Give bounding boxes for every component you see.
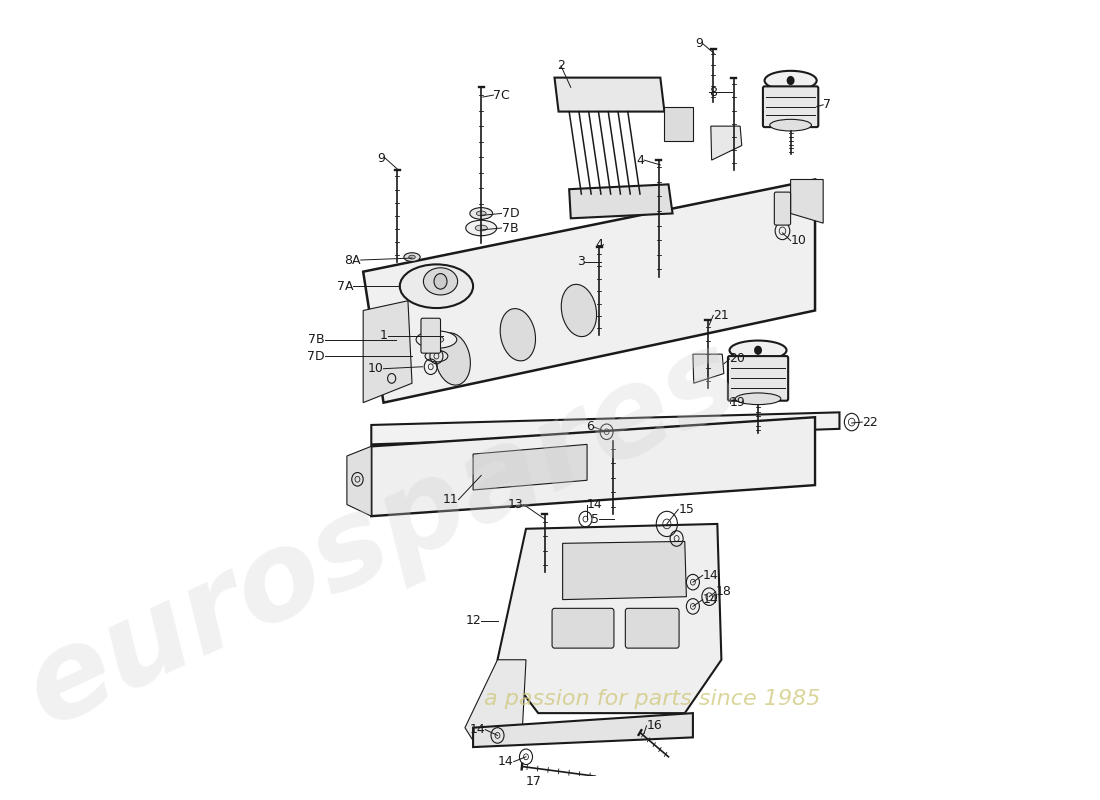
Text: 14: 14 <box>587 498 603 511</box>
Polygon shape <box>363 301 412 402</box>
Text: 9: 9 <box>377 152 385 165</box>
Ellipse shape <box>404 253 420 262</box>
Ellipse shape <box>416 331 456 348</box>
Text: 9: 9 <box>695 37 703 50</box>
Polygon shape <box>346 446 372 516</box>
Ellipse shape <box>764 71 816 90</box>
Text: 7B: 7B <box>502 222 518 234</box>
Text: 18: 18 <box>716 586 732 598</box>
Ellipse shape <box>475 225 487 231</box>
Ellipse shape <box>470 208 493 219</box>
Polygon shape <box>664 106 693 141</box>
Polygon shape <box>791 179 823 223</box>
Ellipse shape <box>465 220 497 236</box>
Text: 12: 12 <box>465 614 481 627</box>
Text: 20: 20 <box>729 353 746 366</box>
Text: 2: 2 <box>557 59 565 73</box>
FancyBboxPatch shape <box>421 318 440 353</box>
Text: 10: 10 <box>791 234 806 247</box>
Ellipse shape <box>500 309 536 361</box>
Text: 7D: 7D <box>502 207 519 220</box>
Text: 10: 10 <box>367 362 384 375</box>
Text: 21: 21 <box>713 309 729 322</box>
Text: 14: 14 <box>703 569 718 582</box>
Text: 7A: 7A <box>337 280 353 293</box>
Text: 3: 3 <box>578 255 585 269</box>
Ellipse shape <box>476 211 486 216</box>
Text: 16: 16 <box>647 719 662 732</box>
Text: 15: 15 <box>679 503 694 516</box>
Ellipse shape <box>409 255 416 259</box>
FancyBboxPatch shape <box>552 608 614 648</box>
Text: 7D: 7D <box>307 350 324 362</box>
Text: 7C: 7C <box>494 89 510 102</box>
Text: 11: 11 <box>442 493 459 506</box>
Polygon shape <box>497 524 722 713</box>
Text: 13: 13 <box>508 498 524 511</box>
Ellipse shape <box>436 333 471 385</box>
Polygon shape <box>562 542 686 600</box>
Ellipse shape <box>729 341 786 360</box>
Ellipse shape <box>561 284 596 337</box>
Ellipse shape <box>735 393 781 405</box>
Ellipse shape <box>424 268 458 295</box>
FancyBboxPatch shape <box>625 608 679 648</box>
Polygon shape <box>711 126 741 160</box>
Polygon shape <box>693 354 724 383</box>
Circle shape <box>788 77 794 85</box>
Text: 7: 7 <box>823 98 832 111</box>
Text: 5: 5 <box>592 513 600 526</box>
Ellipse shape <box>399 264 473 308</box>
Text: 4: 4 <box>636 154 645 166</box>
Text: 7B: 7B <box>308 333 324 346</box>
Text: 14: 14 <box>470 723 485 736</box>
Text: 19: 19 <box>729 396 746 409</box>
Ellipse shape <box>770 119 812 131</box>
Polygon shape <box>363 179 815 402</box>
Text: eurospares: eurospares <box>9 318 758 750</box>
Text: 6: 6 <box>585 421 594 434</box>
Text: 14: 14 <box>703 593 718 606</box>
Text: 8: 8 <box>710 86 717 98</box>
Text: 8A: 8A <box>344 254 361 266</box>
Text: 14: 14 <box>498 755 514 768</box>
Text: a passion for parts since 1985: a passion for parts since 1985 <box>484 689 821 709</box>
FancyBboxPatch shape <box>728 356 789 401</box>
Polygon shape <box>569 184 672 218</box>
Polygon shape <box>473 713 693 747</box>
Polygon shape <box>372 418 815 516</box>
Ellipse shape <box>425 350 448 362</box>
Ellipse shape <box>429 336 443 343</box>
Polygon shape <box>465 660 526 747</box>
Polygon shape <box>372 412 839 444</box>
Text: 22: 22 <box>862 415 878 429</box>
Text: 17: 17 <box>526 774 542 787</box>
Circle shape <box>434 274 447 289</box>
Circle shape <box>755 346 761 354</box>
Polygon shape <box>473 444 587 490</box>
FancyBboxPatch shape <box>774 192 791 225</box>
Text: 1: 1 <box>379 330 387 342</box>
FancyBboxPatch shape <box>763 86 818 127</box>
Polygon shape <box>554 78 664 111</box>
Text: 4: 4 <box>595 238 603 251</box>
